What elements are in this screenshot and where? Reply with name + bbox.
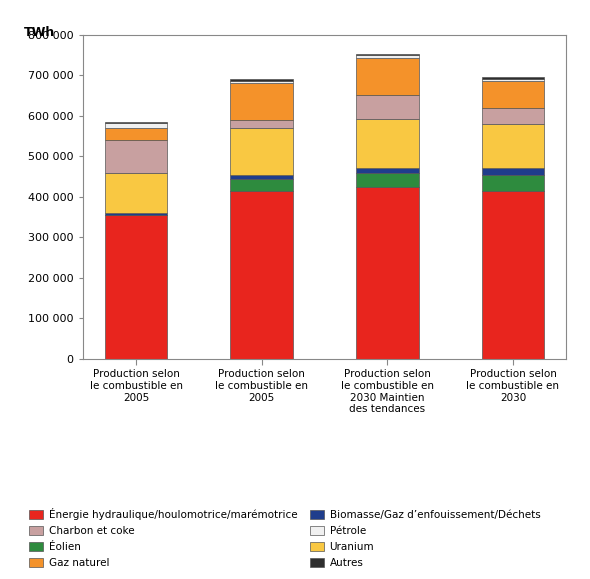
Bar: [230, 128, 293, 175]
Bar: [356, 173, 419, 186]
Bar: [230, 80, 293, 83]
Bar: [230, 175, 293, 178]
Bar: [104, 173, 168, 213]
Bar: [356, 58, 419, 95]
Bar: [481, 124, 545, 168]
Bar: [230, 178, 293, 191]
Bar: [104, 140, 168, 173]
Bar: [356, 56, 419, 58]
Bar: [356, 54, 419, 56]
Text: TWh: TWh: [24, 26, 55, 39]
Bar: [230, 79, 293, 80]
Bar: [481, 77, 545, 79]
Bar: [230, 120, 293, 128]
Bar: [356, 95, 419, 119]
Bar: [481, 108, 545, 124]
Legend: Énergie hydraulique/houlomotrice/marémotrice, Charbon et coke, Éolien, Gaz natur: Énergie hydraulique/houlomotrice/marémot…: [29, 508, 540, 568]
Bar: [481, 191, 545, 359]
Bar: [230, 191, 293, 359]
Bar: [104, 215, 168, 359]
Bar: [481, 81, 545, 108]
Bar: [481, 175, 545, 191]
Bar: [356, 186, 419, 359]
Bar: [104, 123, 168, 128]
Bar: [104, 122, 168, 123]
Bar: [356, 168, 419, 173]
Bar: [104, 213, 168, 215]
Bar: [481, 79, 545, 81]
Bar: [481, 168, 545, 175]
Bar: [104, 128, 168, 140]
Bar: [356, 119, 419, 168]
Bar: [230, 83, 293, 120]
